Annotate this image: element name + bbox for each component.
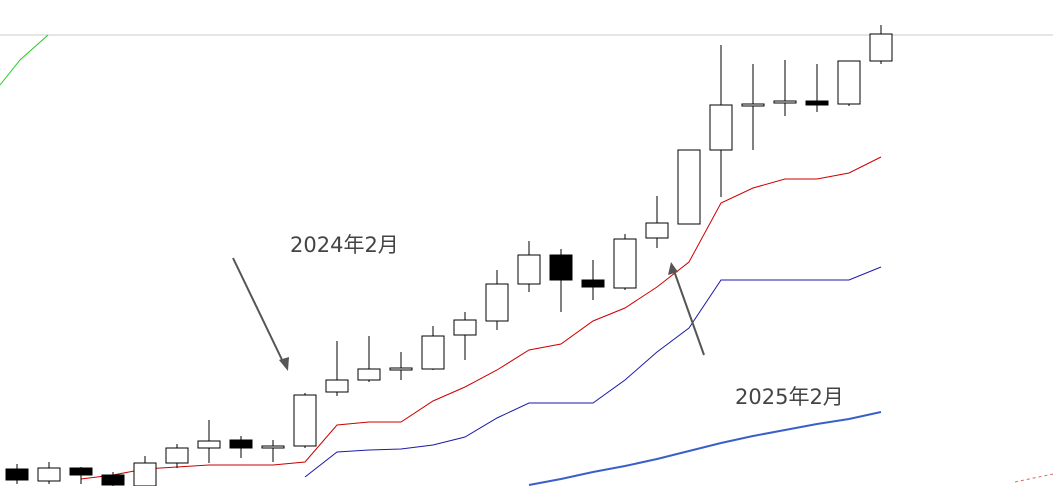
offscreen-line: [0, 34, 49, 86]
candle-body: [197, 440, 221, 449]
annotation: 2025年2月: [735, 385, 844, 409]
candle-body: [485, 283, 509, 322]
candle-body: [709, 104, 733, 151]
candle-body: [677, 149, 701, 225]
candle-body: [229, 439, 253, 449]
arrow-head: [279, 357, 289, 371]
candle-body: [773, 100, 797, 104]
candle-body: [261, 445, 285, 449]
annotation: 2024年2月: [290, 233, 399, 257]
candle-body: [69, 467, 93, 476]
candle-body: [741, 103, 765, 107]
candle-body: [357, 368, 381, 381]
ma-line: [304, 266, 882, 478]
candle-body: [805, 100, 829, 106]
candle-body: [325, 379, 349, 393]
candle-body: [517, 254, 541, 285]
candle-body: [645, 222, 669, 239]
decoration: [1014, 473, 1053, 483]
candle-body: [549, 254, 573, 281]
candle-body: [389, 367, 413, 371]
candle-body: [37, 467, 61, 482]
arrow: [672, 267, 705, 356]
candle-body: [165, 447, 189, 464]
ma-line: [528, 411, 882, 486]
candle-body: [101, 474, 125, 486]
candle-body: [869, 33, 893, 62]
candle-body: [453, 319, 477, 336]
arrow: [232, 257, 286, 367]
ma-line: [80, 156, 882, 480]
candle-body: [133, 462, 157, 486]
candle-body: [293, 394, 317, 447]
candle-body: [613, 238, 637, 289]
arrow-head: [668, 262, 678, 275]
candle-body: [421, 335, 445, 370]
candle-body: [581, 279, 605, 288]
candle-body: [837, 60, 861, 105]
plot: [5, 25, 893, 486]
candle-body: [5, 468, 29, 481]
